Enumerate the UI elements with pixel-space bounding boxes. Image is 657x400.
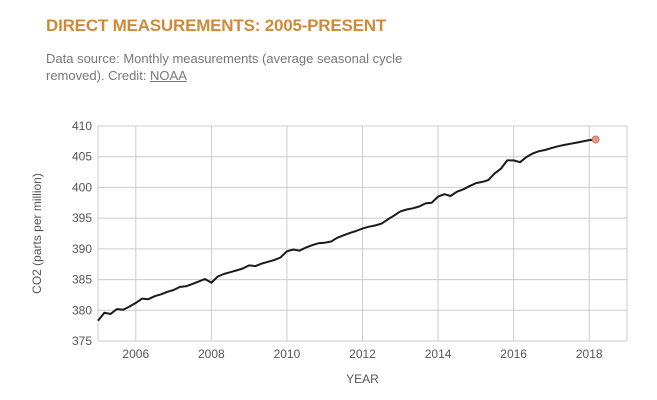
x-tick-label: 2012: [349, 347, 376, 361]
x-axis-label: YEAR: [346, 372, 379, 386]
y-tick-label: 410: [72, 119, 92, 133]
y-tick-label: 395: [72, 211, 92, 225]
x-tick-label: 2010: [274, 347, 301, 361]
co2-series-line: [97, 138, 596, 322]
credit-link-noaa[interactable]: NOAA: [150, 68, 187, 83]
x-tick-label: 2018: [576, 347, 603, 361]
y-tick-label: 390: [72, 242, 92, 256]
y-axis-ticks: 375 380 385 390 395 400 405 410: [72, 119, 92, 348]
y-tick-label: 385: [72, 273, 92, 287]
y-tick-label: 375: [72, 334, 92, 348]
x-axis-ticks: 2006 2008 2010 2012 2014 2016 2018: [122, 347, 602, 361]
y-tick-label: 405: [72, 150, 92, 164]
x-tick-label: 2006: [122, 347, 149, 361]
y-tick-label: 380: [72, 303, 92, 317]
x-tick-label: 2016: [500, 347, 527, 361]
data-source-text: Data source: Monthly measurements (avera…: [46, 51, 403, 83]
y-axis-label: CO2 (parts per million): [30, 173, 44, 294]
x-tick-label: 2008: [198, 347, 225, 361]
chart-grid: [97, 125, 628, 342]
data-source-note: Data source: Monthly measurements (avera…: [46, 50, 426, 84]
y-tick-label: 400: [72, 180, 92, 194]
x-tick-label: 2014: [425, 347, 452, 361]
latest-value-marker[interactable]: [591, 135, 600, 144]
chart-title: DIRECT MEASUREMENTS: 2005-PRESENT: [46, 16, 387, 35]
